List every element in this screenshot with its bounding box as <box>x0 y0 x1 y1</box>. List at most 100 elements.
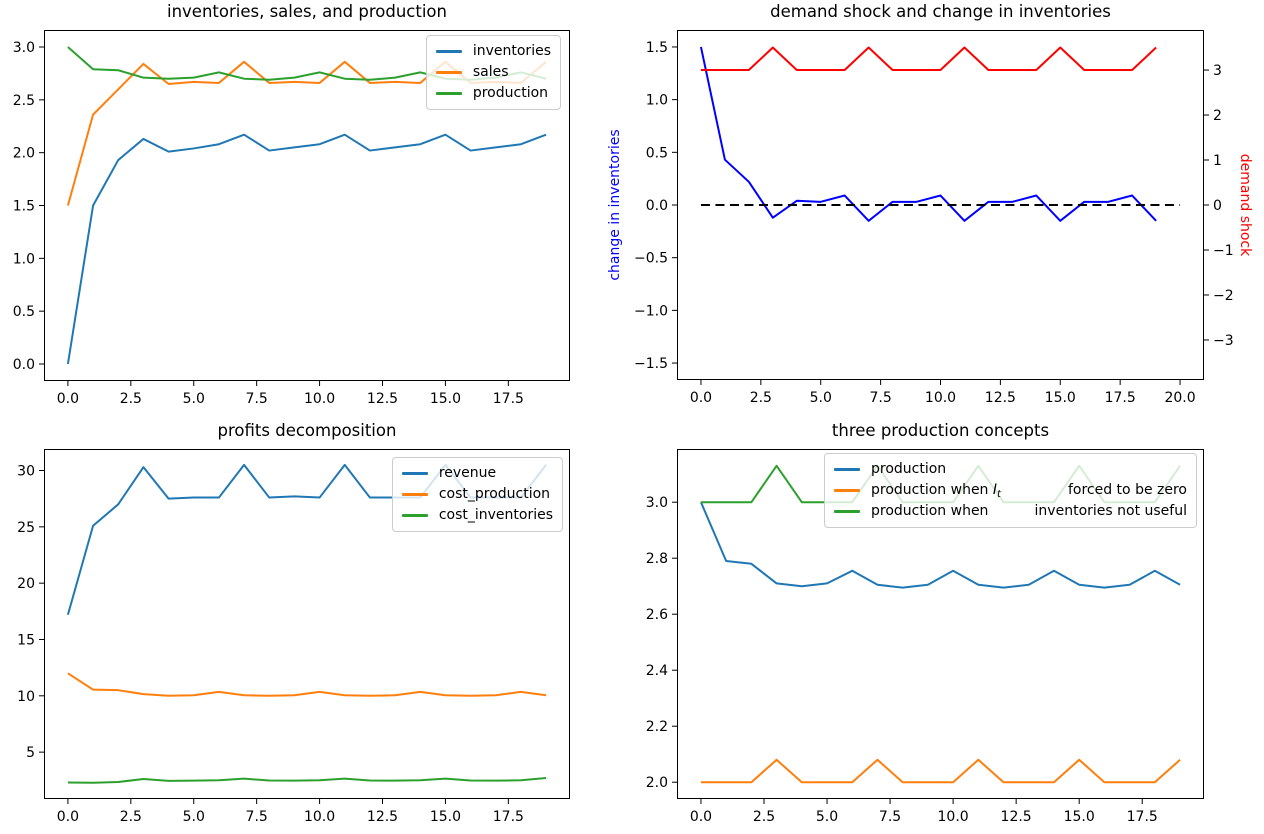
legend-label-right: inventories not useful <box>1034 503 1187 519</box>
legend-line-sample <box>834 489 860 492</box>
y-tick-label: 2.2 <box>646 719 668 735</box>
legend-label: revenue <box>438 465 497 481</box>
x-axis-ticks: 0.0 2.5 5.0 7.5 10.0 12.5 15.0 17.5 <box>57 799 524 825</box>
legend-item: production when inventories not useful <box>834 501 1187 522</box>
y-axis-ticks-left: 5 10 15 20 25 30 <box>17 464 44 761</box>
x-tick-label: 5.0 <box>183 391 205 407</box>
y-tick-label: 3.0 <box>646 495 668 511</box>
x-tick-label: 12.5 <box>985 390 1016 406</box>
x-tick-label: 10.0 <box>938 809 969 825</box>
legend-label-right: forced to be zero <box>1067 481 1187 498</box>
axes-frame <box>44 449 570 799</box>
series-cost-production <box>67 672 547 697</box>
plot-area: 0.0 2.5 5.0 7.5 10.0 12.5 15.0 17.5 20.0−1.5−1.0… <box>634 30 1234 406</box>
y-tick-label: 1 <box>1213 153 1222 169</box>
x-tick-label: 15.0 <box>1045 390 1076 406</box>
legend-label: cost_inventories <box>438 507 553 523</box>
plot-area: 0.0 2.5 5.0 7.5 10.0 12.5 15.0 17.5 5 10 15 20 25 30 <box>17 449 570 825</box>
series-cost-inventories <box>67 777 547 784</box>
y-tick-label: 15 <box>17 632 35 648</box>
legend-label-wrap: sales <box>473 62 551 83</box>
legend-line-sample <box>401 514 428 517</box>
legend-label: production <box>871 461 947 477</box>
legend-label-wrap: production when inventories not useful <box>871 501 1187 522</box>
chart-title: profits decomposition <box>217 421 397 440</box>
y-axis-ticks-left: −1.5 −1.0 −0.5 0.0 0.5 1.0 1.5 <box>634 40 677 372</box>
y-tick-label: 2 <box>1213 108 1222 124</box>
legend-line-sample <box>401 493 428 496</box>
x-axis-ticks: 0.0 2.5 5.0 7.5 10.0 12.5 15.0 17.5 20.0 <box>690 380 1196 406</box>
legend-line-sample <box>435 50 462 53</box>
x-tick-label: 17.5 <box>1127 809 1158 825</box>
series-lines <box>699 46 1181 222</box>
legend-item: cost_production <box>401 484 553 505</box>
x-tick-label: 17.5 <box>493 391 524 407</box>
y-tick-label: 25 <box>17 520 35 536</box>
legend-item: cost_inventories <box>401 505 553 526</box>
series-demand-shock <box>700 46 1157 72</box>
y-tick-label: 10 <box>17 689 35 705</box>
y-tick-label: 5 <box>26 745 35 761</box>
y-axis-label-right: demand shock <box>1237 153 1253 257</box>
legend-label: production when <box>871 503 989 519</box>
y-tick-label: 1.0 <box>13 251 35 267</box>
x-tick-label: 12.5 <box>367 809 398 825</box>
subplot-demand-shock-change-in-inventories: demand shock and change in inventories 0… <box>607 2 1253 406</box>
legend-line-sample <box>401 472 428 475</box>
plot-area: 0.0 2.5 5.0 7.5 10.0 12.5 15.0 17.5 2.0 2.2 2.4 2.6… <box>646 449 1204 825</box>
legend-line-sample <box>834 468 860 471</box>
legend-label-wrap: production <box>871 459 1187 480</box>
axes-frame <box>677 449 1204 799</box>
x-tick-label: 15.0 <box>1064 809 1095 825</box>
x-tick-label: 17.5 <box>493 809 524 825</box>
legend: inventories sales production <box>425 35 561 110</box>
series-change-in-inventories <box>699 46 1157 222</box>
x-tick-label: 12.5 <box>367 391 398 407</box>
subplot-inventories-sales-production: inventories, sales, and production 0.0 2.… <box>13 2 570 407</box>
legend-label-wrap: inventories <box>473 41 551 62</box>
legend-label-wrap: cost_inventories <box>439 505 553 526</box>
y-tick-label: −1.5 <box>634 356 668 372</box>
y-tick-label: 2.0 <box>13 146 35 162</box>
x-tick-label: 2.5 <box>120 809 142 825</box>
y-tick-label: 2.8 <box>646 551 668 567</box>
x-tick-label: 7.5 <box>246 809 268 825</box>
x-tick-label: 7.5 <box>246 391 268 407</box>
legend-label-wrap: cost_production <box>439 484 553 505</box>
y-tick-label: 3.0 <box>13 40 35 56</box>
y-tick-label: 1.5 <box>646 40 668 56</box>
legend-label: cost_production <box>438 486 551 502</box>
x-tick-label: 12.5 <box>1001 809 1032 825</box>
y-tick-label: 2.6 <box>646 607 668 623</box>
y-tick-label: 2.5 <box>13 93 35 109</box>
x-tick-label: 10.0 <box>925 390 956 406</box>
y-tick-label: −1 <box>1213 243 1234 259</box>
y-axis-label-left: change in inventories <box>607 129 623 281</box>
plot-area: 0.0 2.5 5.0 7.5 10.0 12.5 15.0 17.5 0.0 0.5 1.0 1.5… <box>13 30 570 407</box>
x-tick-label: 5.0 <box>810 390 832 406</box>
x-tick-label: 5.0 <box>816 809 838 825</box>
y-tick-label: 30 <box>17 464 35 480</box>
legend-item: inventories <box>435 41 551 62</box>
legend-item: production when It forced to be zero <box>834 480 1187 501</box>
x-axis-ticks: 0.0 2.5 5.0 7.5 10.0 12.5 15.0 17.5 <box>57 381 524 407</box>
x-tick-label: 2.5 <box>120 391 142 407</box>
y-axis-ticks-left: 0.0 0.5 1.0 1.5 2.0 2.5 3.0 <box>13 40 44 373</box>
subplot-profits-decomposition: profits decomposition 0.0 2.5 5.0 7.5 10.0 12… <box>17 421 570 825</box>
legend: revenue cost_production cost_inventories <box>391 457 563 532</box>
y-tick-label: 0.0 <box>646 198 668 214</box>
x-tick-label: 0.0 <box>690 390 712 406</box>
legend-item: sales <box>435 62 551 83</box>
x-tick-label: 5.0 <box>183 809 205 825</box>
y-tick-label: 3 <box>1213 63 1222 79</box>
legend-item: production <box>435 83 551 104</box>
series-production-when-i-t-forced-to-be-zero <box>700 758 1181 784</box>
x-tick-label: 15.0 <box>430 391 461 407</box>
y-tick-label: −1.0 <box>634 303 668 319</box>
x-tick-label: 2.5 <box>750 390 772 406</box>
y-axis-ticks-right: −3 −2 −1 0 1 2 3 <box>1204 63 1234 349</box>
y-tick-label: 2.0 <box>646 775 668 791</box>
y-tick-label: 0 <box>1213 198 1222 214</box>
legend-label-wrap: production <box>473 83 551 104</box>
